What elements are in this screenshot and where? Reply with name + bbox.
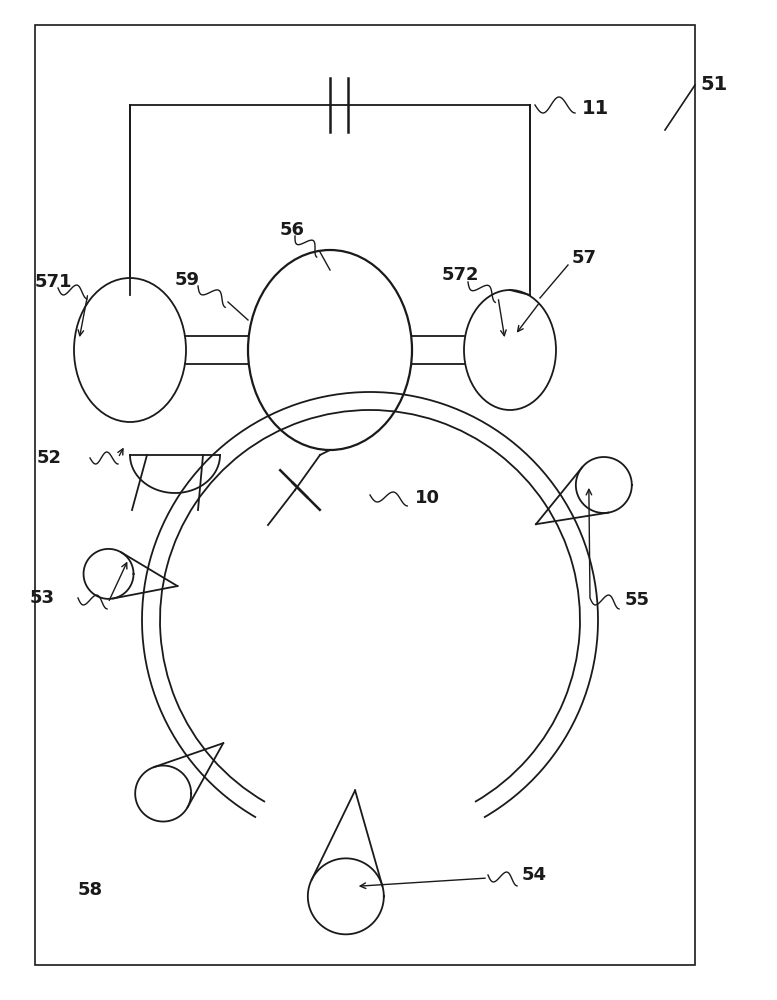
Text: 572: 572	[442, 266, 479, 284]
Text: 54: 54	[522, 866, 547, 884]
Text: 52: 52	[37, 449, 62, 467]
Text: 57: 57	[572, 249, 597, 267]
Text: 571: 571	[35, 273, 72, 291]
Text: 56: 56	[280, 221, 305, 239]
Text: 10: 10	[415, 489, 440, 507]
Text: 11: 11	[582, 99, 609, 117]
Text: 55: 55	[625, 591, 650, 609]
Text: 53: 53	[30, 589, 55, 607]
Text: 51: 51	[700, 75, 727, 94]
Text: 59: 59	[175, 271, 200, 289]
Text: 58: 58	[78, 881, 103, 899]
Bar	[35, 25, 695, 965]
